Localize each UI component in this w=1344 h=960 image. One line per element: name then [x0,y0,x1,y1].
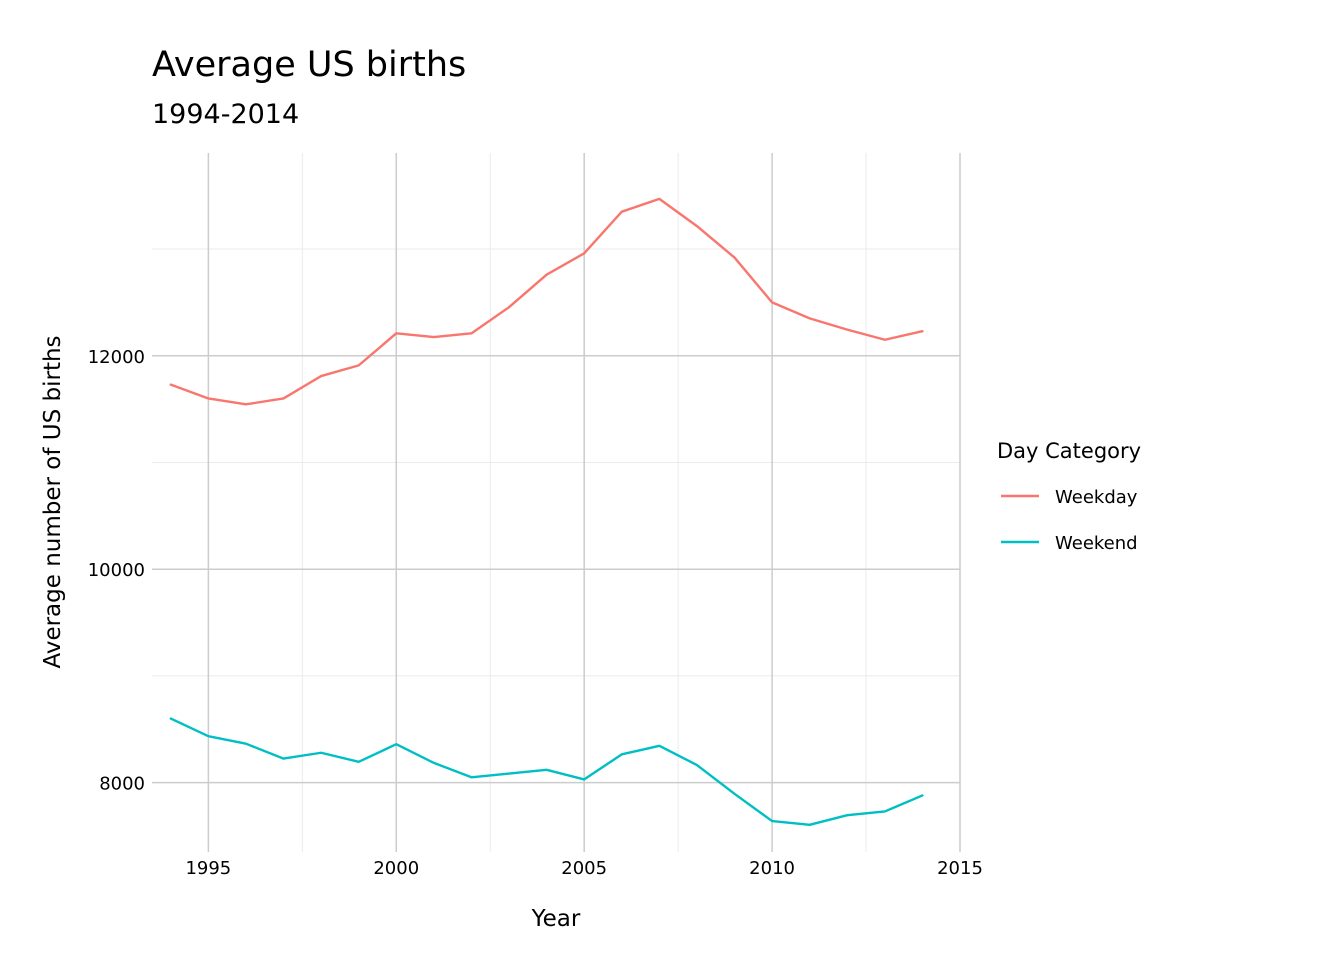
y-tick-label: 8000 [99,774,145,795]
legend-title: Day Category [997,439,1141,463]
minor-gridlines-x [301,153,867,852]
x-tick-label: 2000 [373,858,419,879]
x-tick-label: 2005 [561,858,607,879]
major-gridlines-x [207,153,961,852]
x-axis-title: Year [531,906,581,932]
x-axis-tick-labels: 1995 2000 2005 2010 2015 [185,858,982,879]
x-tick-label: 2010 [749,858,795,879]
y-axis-title: Average number of US births [40,335,66,668]
x-tick-label: 2015 [937,858,983,879]
y-tick-label: 10000 [88,560,145,581]
minor-gridlines-y [152,248,960,677]
legend-items: Weekday Weekend [1001,487,1138,554]
chart-title: Average US births [152,45,466,85]
legend-label-weekday: Weekday [1055,487,1138,508]
series-line-weekday [169,197,924,406]
series-layer [169,197,924,826]
chart-subtitle: 1994-2014 [152,99,299,130]
major-gridlines-y [152,355,960,784]
series-line-weekend [169,717,924,826]
y-axis-tick-labels: 8000 10000 12000 [88,347,145,795]
y-tick-label: 12000 [88,347,145,368]
legend-label-weekend: Weekend [1055,533,1138,554]
legend: Day Category Weekday Weekend [997,439,1141,554]
x-tick-label: 1995 [185,858,231,879]
